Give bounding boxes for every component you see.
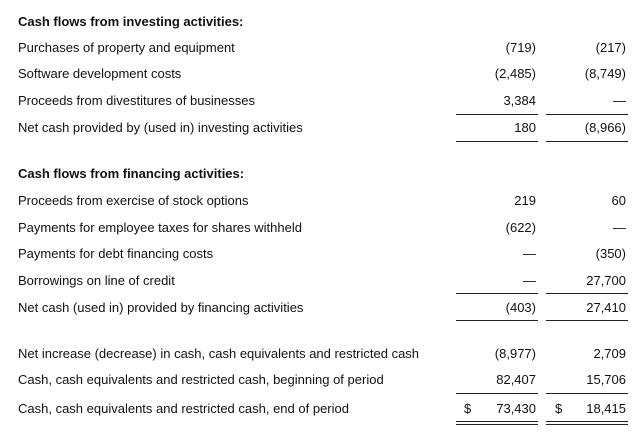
value-col1: 3,384 [503, 93, 536, 108]
row-label: Net increase (decrease) in cash, cash eq… [18, 346, 420, 361]
table-row: Payments for debt financing costs — (350… [0, 244, 642, 264]
currency-symbol-col2: $ [555, 401, 563, 416]
value-col2: — [613, 220, 626, 235]
table-row: Net cash (used in) provided by financing… [0, 298, 642, 318]
subtotal-rule [546, 293, 628, 294]
total-rule [456, 320, 538, 321]
value-col2: — [613, 93, 626, 108]
value-col2: (217) [595, 40, 626, 55]
currency-symbol-col1: $ [464, 401, 472, 416]
row-label: Payments for employee taxes for shares w… [18, 220, 302, 235]
subtotal-rule [546, 393, 628, 394]
table-row: Software development costs (2,485) (8,74… [0, 64, 642, 84]
value-col1: — [523, 246, 536, 261]
row-label: Net cash provided by (used in) investing… [18, 120, 303, 135]
value-col2: 18,415 [586, 401, 626, 416]
double-total-rule [546, 421, 628, 425]
value-col2: (8,749) [584, 66, 626, 81]
table-row: Payments for employee taxes for shares w… [0, 218, 642, 238]
value-col2: 60 [611, 193, 626, 208]
financing-header-row: Cash flows from financing activities: [0, 164, 642, 184]
table-row: Cash, cash equivalents and restricted ca… [0, 370, 642, 390]
subtotal-rule [546, 114, 628, 115]
table-row: Proceeds from exercise of stock options … [0, 191, 642, 211]
table-row: Net cash provided by (used in) investing… [0, 118, 642, 138]
value-col1: (719) [505, 40, 536, 55]
table-row: Cash, cash equivalents and restricted ca… [0, 399, 642, 419]
subtotal-rule [456, 114, 538, 115]
value-col2: 27,700 [586, 273, 626, 288]
row-label: Borrowings on line of credit [18, 273, 175, 288]
total-rule [546, 141, 628, 142]
row-label: Proceeds from divestitures of businesses [18, 93, 255, 108]
table-row: Net increase (decrease) in cash, cash eq… [0, 344, 642, 364]
value-col2: 27,410 [586, 300, 626, 315]
value-col1: (403) [505, 300, 536, 315]
subtotal-rule [456, 393, 538, 394]
total-rule [456, 141, 538, 142]
value-col1: 73,430 [496, 401, 536, 416]
double-total-rule [456, 421, 538, 425]
total-rule [546, 320, 628, 321]
table-row: Borrowings on line of credit — 27,700 [0, 271, 642, 291]
value-col2: 2,709 [593, 346, 626, 361]
subtotal-rule [456, 293, 538, 294]
row-label: Cash, cash equivalents and restricted ca… [18, 401, 349, 416]
row-label: Cash, cash equivalents and restricted ca… [18, 372, 384, 387]
row-label: Software development costs [18, 66, 182, 81]
row-label: Purchases of property and equipment [18, 40, 235, 55]
row-label: Proceeds from exercise of stock options [18, 193, 249, 208]
value-col1: 219 [514, 193, 536, 208]
investing-header: Cash flows from investing activities: [18, 14, 244, 29]
value-col2: 15,706 [586, 372, 626, 387]
table-row: Proceeds from divestitures of businesses… [0, 91, 642, 111]
financing-header: Cash flows from financing activities: [18, 166, 245, 181]
row-label: Payments for debt financing costs [18, 246, 214, 261]
value-col2: (8,966) [584, 120, 626, 135]
value-col1: (2,485) [494, 66, 536, 81]
value-col1: 82,407 [496, 372, 536, 387]
value-col2: (350) [595, 246, 626, 261]
value-col1: (8,977) [494, 346, 536, 361]
table-row: Purchases of property and equipment (719… [0, 38, 642, 58]
row-label: Net cash (used in) provided by financing… [18, 300, 304, 315]
value-col1: — [523, 273, 536, 288]
value-col1: 180 [514, 120, 536, 135]
value-col1: (622) [505, 220, 536, 235]
investing-header-row: Cash flows from investing activities: [0, 12, 642, 32]
